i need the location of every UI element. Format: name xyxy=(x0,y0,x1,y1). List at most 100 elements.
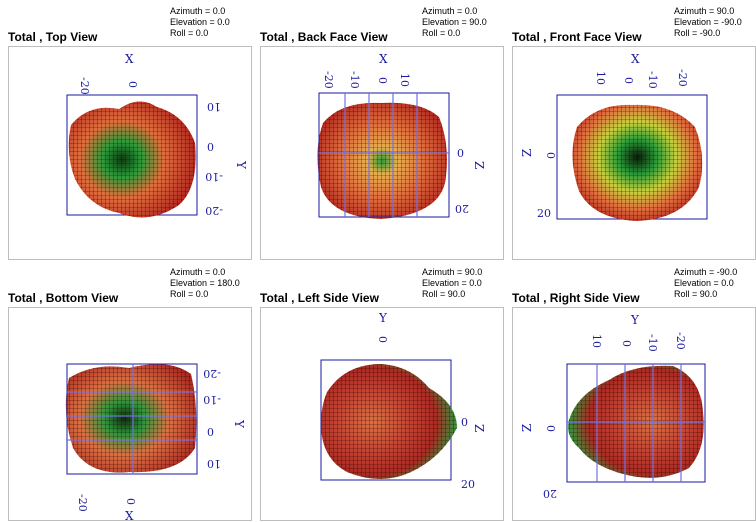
tick-b: -20 xyxy=(203,367,221,380)
tick-b: 10 xyxy=(207,100,221,113)
panel-title: Total , Top View xyxy=(8,30,98,44)
tick-a: 10 xyxy=(398,73,411,87)
view-params: Azimuth = 90.0 Elevation = 0.0 Roll = 90… xyxy=(422,267,482,300)
radiation-pattern-plot: X Z 10 0 -10 -20 0 20 xyxy=(520,52,708,221)
plot-area[interactable]: Y 10 0 -10 -20 Z 0 20 xyxy=(512,307,756,521)
plot-area[interactable]: -20 0 X -20 -10 0 10 Y xyxy=(8,307,252,522)
view-params: Azimuth = -90.0 Elevation = 0.0 Roll = 9… xyxy=(674,267,737,300)
radiation-pattern-plot: X Y -20 0 10 0 -10 -20 xyxy=(66,52,248,218)
tick-a: 10 xyxy=(594,71,607,85)
roll-label: Roll = -90.0 xyxy=(674,28,721,38)
panel-title: Total , Bottom View xyxy=(8,291,119,305)
axis-label-b: Z xyxy=(520,424,534,432)
panel-title: Total , Right Side View xyxy=(512,291,640,305)
panel-front-face-view: Total , Front Face View Azimuth = 90.0 E… xyxy=(504,0,756,261)
azimuth-label: Azimuth = 0.0 xyxy=(170,267,226,277)
azimuth-label: Azimuth = 90.0 xyxy=(422,267,483,277)
radiation-pattern-plot: Y 0 0 20 Z xyxy=(320,311,486,491)
axis-box xyxy=(66,363,198,475)
tick-a: 10 xyxy=(590,334,603,348)
tick-a: -10 xyxy=(646,334,659,352)
tick-a: 0 xyxy=(620,340,633,347)
axis-label-b: Y xyxy=(234,160,248,170)
plot-area[interactable]: Y 0 0 20 Z xyxy=(260,307,504,521)
plot-area[interactable]: X Y -20 0 10 0 -10 -20 xyxy=(8,46,252,260)
panel-top-view: Total , Top View Azimuth = 0.0 Elevation… xyxy=(0,0,252,261)
tick-b: 0 xyxy=(207,426,214,439)
roll-label: Roll = 90.0 xyxy=(674,289,718,299)
tick-b: 0 xyxy=(207,141,214,154)
panel-title: Total , Back Face View xyxy=(260,30,388,44)
tick-b: -10 xyxy=(203,393,221,406)
tick-b: 20 xyxy=(461,478,475,491)
tick-a: 0 xyxy=(622,77,635,84)
pattern-mesh xyxy=(65,364,197,473)
axis-label-a: X xyxy=(125,52,134,66)
radiation-pattern-plot: -20 0 X -20 -10 0 10 Y xyxy=(65,363,246,522)
axis-label-a: X xyxy=(379,52,388,66)
view-params: Azimuth = 90.0 Elevation = -90.0 Roll = … xyxy=(674,6,742,39)
panel-bottom-view: Total , Bottom View Azimuth = 0.0 Elevat… xyxy=(0,261,252,522)
tick-a: 0 xyxy=(124,498,137,505)
elevation-label: Elevation = 0.0 xyxy=(170,17,230,27)
plot-area[interactable]: X Z -20 -10 0 10 0 20 xyxy=(260,46,504,260)
tick-a: -20 xyxy=(78,77,91,95)
view-params: Azimuth = 0.0 Elevation = 0.0 Roll = 0.0 xyxy=(170,6,230,39)
view-params: Azimuth = 0.0 Elevation = 180.0 Roll = 0… xyxy=(170,267,240,300)
tick-b: 20 xyxy=(543,487,557,500)
tick-b: 0 xyxy=(545,152,558,159)
azimuth-label: Azimuth = 0.0 xyxy=(170,6,226,16)
pattern-mesh xyxy=(572,104,703,221)
axis-box xyxy=(318,92,450,218)
elevation-label: Elevation = -90.0 xyxy=(674,17,742,27)
tick-b: -10 xyxy=(205,170,223,183)
elevation-label: Elevation = 180.0 xyxy=(170,278,240,288)
tick-b: 0 xyxy=(545,425,558,432)
grid-lines xyxy=(567,364,705,482)
elevation-label: Elevation = 0.0 xyxy=(422,278,482,288)
tick-b: 20 xyxy=(537,207,551,220)
panel-left-side-view: Total , Left Side View Azimuth = 90.0 El… xyxy=(252,261,504,522)
tick-b: 0 xyxy=(457,147,464,160)
pattern-mesh xyxy=(68,101,196,218)
tick-a: -20 xyxy=(76,494,89,512)
view-params: Azimuth = 0.0 Elevation = 90.0 Roll = 0.… xyxy=(422,6,487,39)
axis-label-b: Z xyxy=(472,424,486,432)
tick-a: -20 xyxy=(674,332,687,350)
tick-a: -20 xyxy=(322,71,335,89)
azimuth-label: Azimuth = -90.0 xyxy=(674,267,738,277)
tick-b: -20 xyxy=(205,204,223,217)
axis-label-b: Y xyxy=(232,419,246,429)
roll-label: Roll = 0.0 xyxy=(422,28,461,38)
pattern-mesh xyxy=(317,102,447,219)
panel-title: Total , Left Side View xyxy=(260,291,379,305)
tick-a: -20 xyxy=(676,69,689,87)
panel-right-side-view: Total , Right Side View Azimuth = -90.0 … xyxy=(504,261,756,522)
azimuth-label: Azimuth = 0.0 xyxy=(422,6,478,16)
tick-a: 0 xyxy=(126,81,139,88)
tick-a: -10 xyxy=(646,71,659,89)
radiation-pattern-plot: X Z -20 -10 0 10 0 20 xyxy=(317,52,486,219)
grid-lines xyxy=(67,364,197,474)
axis-label-b: Z xyxy=(520,149,534,157)
grid-lines xyxy=(319,93,449,217)
roll-label: Roll = 0.0 xyxy=(170,289,209,299)
roll-label: Roll = 90.0 xyxy=(422,289,466,299)
tick-b: 0 xyxy=(461,416,468,429)
axis-label-a: X xyxy=(125,509,134,522)
tick-a: -10 xyxy=(348,71,361,89)
plot-area[interactable]: X Z 10 0 -10 -20 0 20 xyxy=(512,46,756,260)
axis-label-a: Y xyxy=(630,313,640,327)
axis-label-a: X xyxy=(631,52,640,66)
axis-label-b: Z xyxy=(472,161,486,169)
panel-title: Total , Front Face View xyxy=(512,30,642,44)
axis-label-a: Y xyxy=(378,311,388,325)
tick-a: 0 xyxy=(376,336,389,343)
pattern-mesh xyxy=(321,364,457,479)
tick-b: 10 xyxy=(207,457,221,470)
elevation-label: Elevation = 0.0 xyxy=(674,278,734,288)
axis-box xyxy=(566,363,706,483)
elevation-label: Elevation = 90.0 xyxy=(422,17,487,27)
tick-b: 20 xyxy=(455,202,469,215)
roll-label: Roll = 0.0 xyxy=(170,28,209,38)
